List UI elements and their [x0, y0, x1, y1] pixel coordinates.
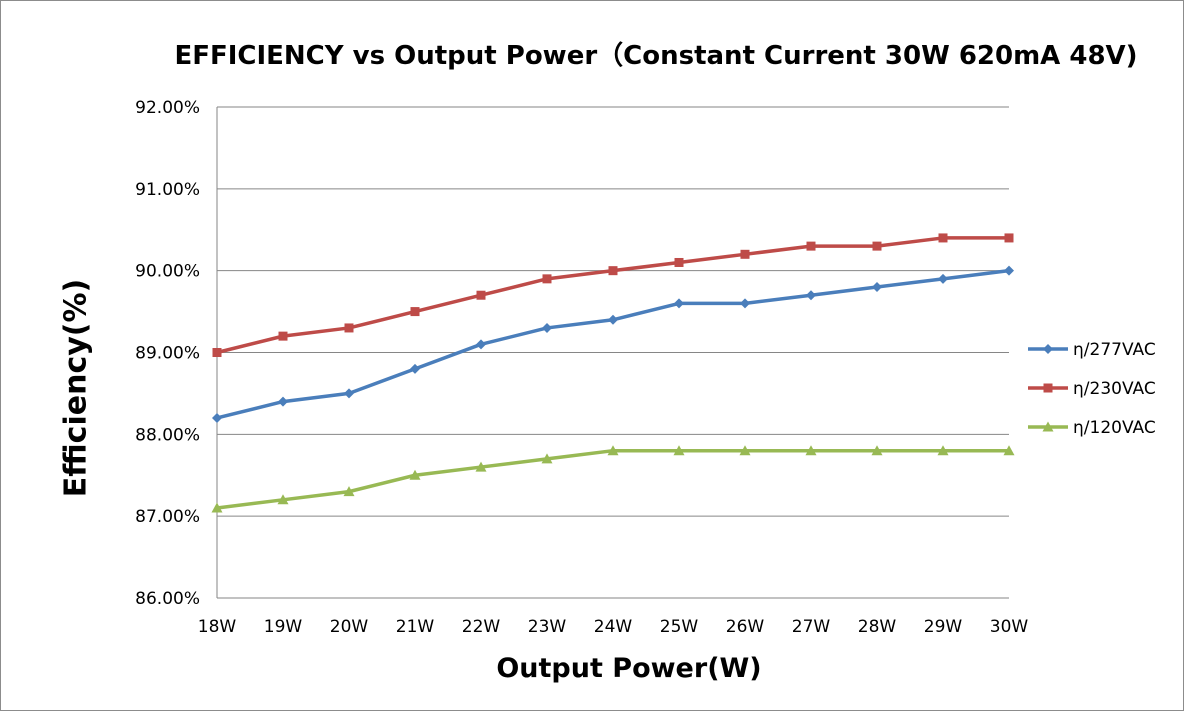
data-point [608, 266, 618, 276]
data-point [410, 307, 420, 317]
data-point [674, 298, 684, 309]
data-point [1004, 233, 1014, 243]
y-tick-label: 91.00% [135, 180, 200, 200]
y-tick-label: 92.00% [135, 98, 200, 118]
legend-marker-0 [1043, 344, 1053, 354]
y-tick-label: 87.00% [135, 507, 200, 527]
data-point [740, 249, 750, 259]
legend-marker-2 [1042, 421, 1054, 432]
chart-title: EFFICIENCY vs Output Power（Constant Curr… [174, 41, 1138, 71]
y-tick-label: 88.00% [135, 425, 200, 445]
data-point [740, 298, 750, 309]
legend-marker-1 [1043, 383, 1053, 393]
x-tick-label: 19W [264, 617, 303, 637]
series-line-0 [216, 268, 1010, 420]
legend-entry-2: η/120VAC [1073, 418, 1156, 438]
data-point [805, 445, 817, 456]
data-point [1004, 265, 1014, 276]
x-tick-label: 25W [660, 617, 699, 637]
data-point [673, 445, 685, 456]
data-point [541, 453, 553, 464]
data-point [806, 241, 816, 251]
data-point [806, 290, 816, 301]
data-point [344, 388, 354, 399]
data-point [674, 257, 684, 267]
x-tick-label: 22W [462, 617, 501, 637]
data-point [871, 445, 883, 456]
data-point [542, 274, 552, 284]
legend-entry-0: η/277VAC [1073, 340, 1156, 360]
data-point [277, 494, 289, 505]
x-tick-label: 26W [726, 617, 765, 637]
data-point [938, 273, 948, 284]
data-point [212, 412, 222, 423]
data-point [278, 396, 288, 407]
data-point [278, 331, 288, 341]
data-point [607, 445, 619, 456]
data-point [476, 339, 486, 350]
series-line-1 [216, 236, 1009, 355]
x-tick-label: 27W [792, 617, 831, 637]
data-point [938, 233, 948, 243]
y-tick-label: 90.00% [135, 262, 200, 282]
data-point [476, 290, 486, 300]
data-point [344, 323, 354, 333]
data-point [872, 241, 882, 251]
data-point [343, 486, 355, 497]
x-axis-title: Output Power(W) [496, 653, 762, 684]
data-point [937, 445, 949, 456]
y-tick-label: 86.00% [135, 589, 200, 609]
x-tick-label: 18W [198, 617, 237, 637]
x-tick-label: 29W [924, 617, 963, 637]
data-point [1003, 445, 1015, 456]
data-point [608, 314, 618, 325]
data-point [475, 461, 487, 472]
data-point [542, 322, 552, 333]
y-tick-label: 89.00% [135, 344, 200, 364]
data-point [211, 502, 223, 513]
x-tick-label: 23W [528, 617, 567, 637]
data-point [212, 348, 222, 357]
x-tick-label: 21W [396, 617, 435, 637]
x-tick-label: 28W [858, 617, 897, 637]
data-point [410, 363, 420, 374]
x-tick-label: 24W [594, 617, 633, 637]
data-point [739, 445, 751, 456]
data-point [409, 469, 421, 480]
x-tick-label: 30W [990, 617, 1029, 637]
series-line-2 [216, 448, 1009, 510]
data-point [872, 282, 882, 293]
legend-entry-1: η/230VAC [1073, 379, 1156, 399]
x-tick-label: 20W [330, 617, 369, 637]
